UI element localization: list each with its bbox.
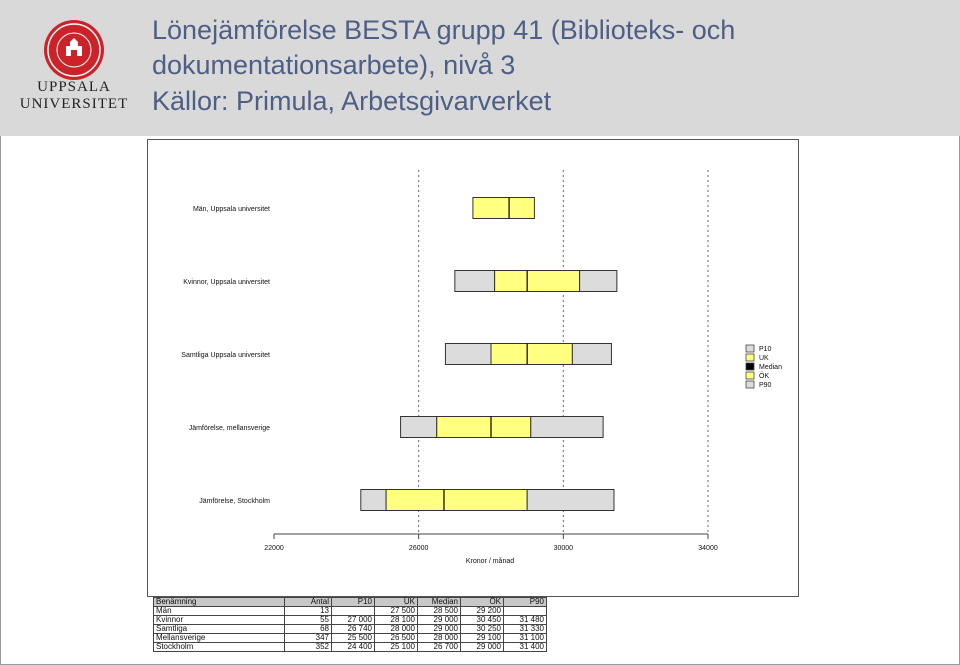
- chart-boxes: [360, 197, 618, 511]
- statistics-table: Benämning Antal P10 UK Median ÖK P90 Män 13 27 50…: [153, 597, 547, 652]
- category-label-4: Jämförelse, Stockholm: [199, 498, 270, 505]
- university-seal-icon: [44, 20, 104, 80]
- box-p90-segment-2: [571, 343, 612, 365]
- box-p90-segment-4: [526, 489, 615, 511]
- legend-swatch-0: [745, 344, 755, 353]
- statistics-table-wrap: Benämning Antal P10 UK Median ÖK P90 Män 13 27 50…: [153, 597, 547, 652]
- table-row: Stockholm 352 24 400 25 100 26 700 29 000 31 4…: [153, 642, 547, 652]
- table-header-cell: P10: [331, 597, 375, 607]
- table-header-cell: Benämning: [153, 597, 285, 607]
- legend-label-2: Median: [759, 364, 782, 371]
- table-cell: 24 400: [331, 642, 375, 652]
- table-cell: 29 000: [460, 642, 504, 652]
- legend-label-1: UK: [759, 355, 769, 362]
- legend-swatch-4: [745, 380, 755, 389]
- category-label-3: Jämförelse, mellansverige: [189, 425, 270, 432]
- x-tick-label-3: 34000: [698, 545, 718, 552]
- box-p10-segment-3: [400, 416, 438, 438]
- chart-category-labels: Män, Uppsala universitet Kvinnor, Uppsala…: [181, 206, 270, 505]
- salary-box-chart: Män, Uppsala universitet Kvinnor, Uppsala…: [181, 170, 782, 565]
- box-quartile-segment-3: [436, 416, 532, 438]
- box-quartile-segment-2: [490, 343, 573, 365]
- logo-text-line1: UPPSALA: [37, 79, 111, 95]
- box-p10-segment-2: [444, 343, 492, 365]
- x-tick-label-0: 22000: [264, 545, 284, 552]
- box-quartile-segment-0: [472, 197, 535, 219]
- x-axis-label: Kronor / månad: [466, 557, 514, 565]
- box-p10-segment-1: [454, 270, 496, 292]
- table-cell: 352: [284, 642, 332, 652]
- table-row: Män 13 27 500 28 500 29 200: [153, 606, 547, 616]
- legend-label-3: ÖK: [759, 372, 769, 380]
- table-header-cell: P90: [503, 597, 547, 607]
- table-row: Samtliga 68 26 740 28 000 29 000 30 250 31 330: [153, 624, 547, 634]
- legend-label-4: P90: [759, 382, 772, 389]
- box-p90-segment-1: [579, 270, 618, 292]
- box-quartile-segment-1: [494, 270, 581, 292]
- legend-swatch-3: [745, 371, 755, 380]
- box-quartile-segment-4: [385, 489, 528, 511]
- chart-x-ticks: 22000 26000 30000 34000: [264, 534, 718, 552]
- table-row: Kvinnor 55 27 000 28 100 29 000 30 450 31 480: [153, 615, 547, 625]
- table-cell: 25 100: [374, 642, 418, 652]
- logo-text-line2: UNIVERSITET: [19, 96, 129, 112]
- page-title-line1: Lönejämförelse BESTA grupp 41 (Bibliotek…: [152, 15, 736, 45]
- table-cell: 31 400: [503, 642, 547, 652]
- header-bar: UPPSALA UNIVERSITET Lönejämförelse BESTA…: [0, 0, 960, 136]
- category-label-0: Män, Uppsala universitet: [193, 206, 270, 213]
- category-label-2: Samtliga Uppsala universitet: [181, 352, 270, 359]
- box-p90-segment-3: [530, 416, 604, 438]
- table-cell: 26 700: [417, 642, 461, 652]
- chart-panel: Män, Uppsala universitet Kvinnor, Uppsala…: [147, 139, 799, 597]
- x-tick-label-2: 30000: [554, 545, 574, 552]
- table-cell: Stockholm: [153, 642, 285, 652]
- legend-swatch-2: [745, 362, 755, 371]
- legend-label-0: P10: [759, 346, 772, 353]
- page-title-line3: Källor: Primula, Arbetsgivarverket: [152, 86, 552, 116]
- category-label-1: Kvinnor, Uppsala universitet: [183, 279, 270, 286]
- page-title-line2: dokumentationsarbete), nivå 3: [152, 50, 516, 80]
- legend-swatch-1: [745, 353, 755, 362]
- x-tick-label-1: 26000: [409, 545, 429, 552]
- box-p10-segment-4: [360, 489, 387, 511]
